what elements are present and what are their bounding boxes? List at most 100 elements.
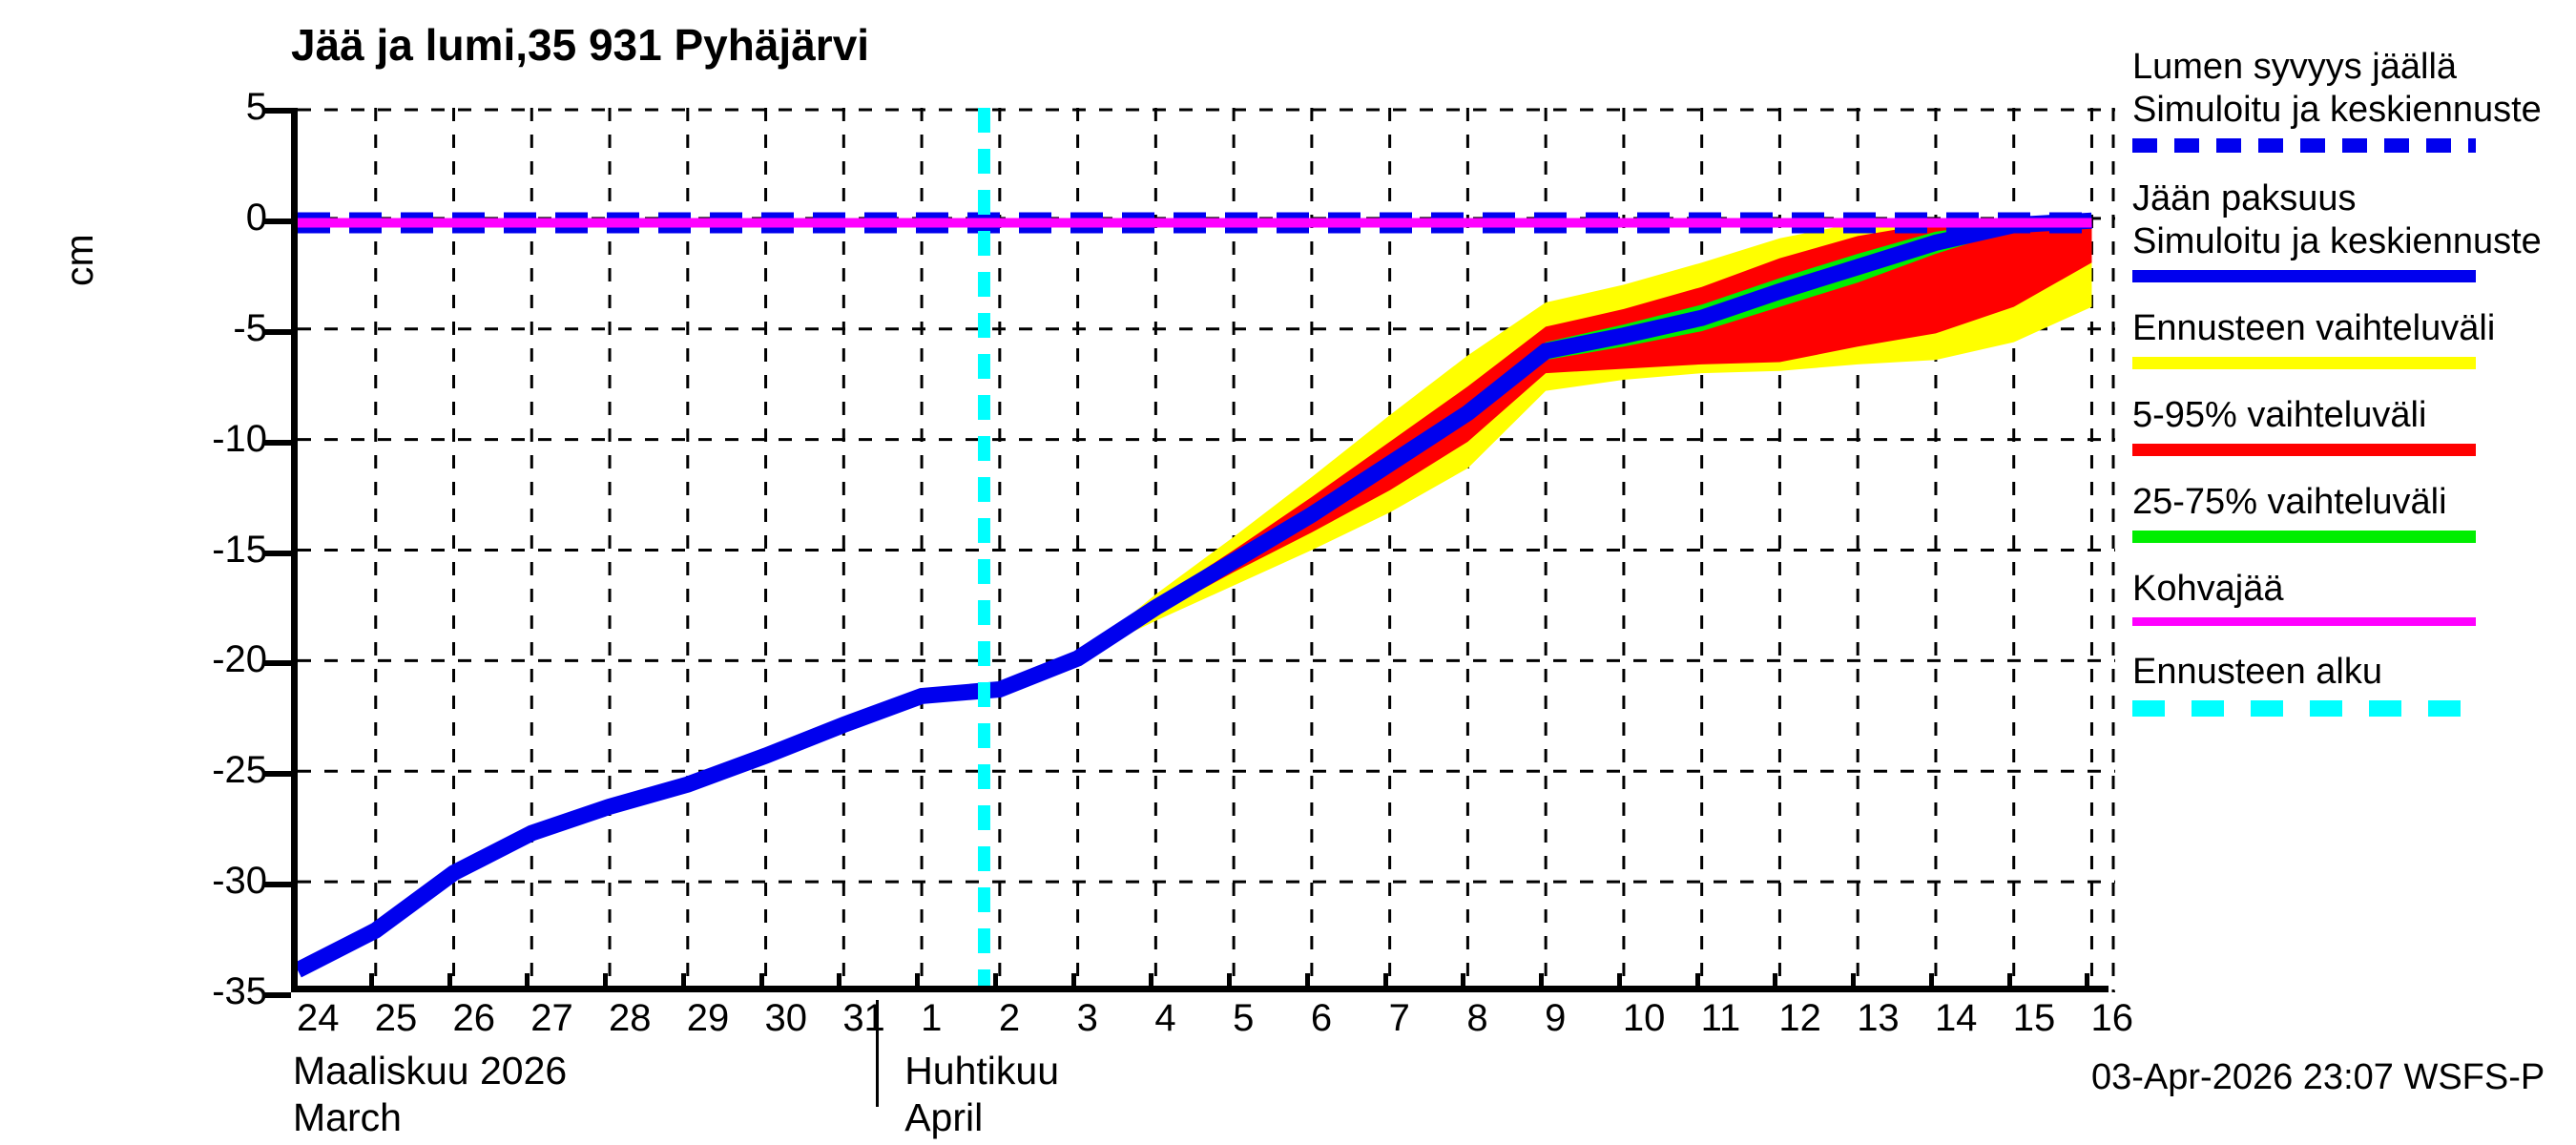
legend-item-title: Ennusteen alku	[2132, 652, 2382, 692]
legend-item-forecast-range: Ennusteen vaihteluväli	[2132, 307, 2571, 369]
x-axis-tick-mark	[2006, 973, 2012, 990]
legend-item-title: Kohvajää	[2132, 569, 2284, 609]
legend-swatch-range-25-75	[2132, 531, 2476, 543]
x-axis-tick-label: 1	[921, 997, 943, 1039]
x-axis-tick-mark	[447, 973, 452, 990]
x-axis-tick-label: 2	[998, 997, 1021, 1039]
legend-item-snow-depth-on-ice: Lumen syvyys jäällä Simuloitu ja keskienn…	[2132, 46, 2571, 153]
y-axis-tick-mark	[262, 660, 291, 667]
x-axis-tick-label: 14	[1934, 997, 1978, 1039]
x-axis-tick-label: 5	[1233, 997, 1255, 1039]
y-axis-tick-label: -30	[212, 860, 267, 903]
legend-swatch-forecast-range	[2132, 357, 2476, 369]
x-axis-tick-label: 25	[374, 997, 418, 1039]
series-group	[298, 108, 2092, 986]
x-axis-tick-label: 10	[1622, 997, 1666, 1039]
legend-item-subtitle: Simuloitu ja keskiennuste	[2132, 90, 2542, 130]
legend-item-subtitle: Simuloitu ja keskiennuste	[2132, 221, 2542, 261]
x-axis-tick-label: 29	[686, 997, 730, 1039]
chart-legend: Lumen syvyys jäällä Simuloitu ja keskienn…	[2132, 46, 2571, 741]
chart-canvas	[298, 108, 2109, 986]
x-axis-tick-mark	[291, 973, 296, 990]
legend-swatch-snow-depth-on-ice	[2132, 138, 2476, 153]
x-axis-tick-mark	[758, 973, 764, 990]
month-label-fi: Huhtikuu	[904, 1049, 1060, 1093]
legend-item-range-5-95: 5-95% vaihteluväli	[2132, 394, 2571, 456]
x-axis-tick-mark	[992, 973, 998, 990]
x-axis-tick-mark	[1304, 973, 1310, 990]
legend-item-title: Ennusteen vaihteluväli	[2132, 308, 2496, 348]
y-axis-unit: cm	[57, 234, 101, 286]
x-axis-tick-label: 26	[452, 997, 496, 1039]
month-label-en: March	[293, 1095, 402, 1139]
x-axis-tick-mark	[1539, 973, 1545, 990]
legend-item-title: 5-95% vaihteluväli	[2132, 395, 2427, 435]
plot-area	[291, 108, 2115, 992]
y-axis-tick-label: -35	[212, 970, 267, 1012]
y-axis-tick-mark	[262, 218, 291, 224]
y-axis-tick-label: -15	[212, 528, 267, 571]
legend-item-title: Jään paksuus	[2132, 178, 2357, 219]
x-axis-tick-mark	[1851, 973, 1857, 990]
x-axis-tick-mark	[1461, 973, 1466, 990]
x-axis-tick-label: 30	[764, 997, 808, 1039]
month-label-fi: Maaliskuu 2026	[293, 1049, 568, 1093]
month-separator	[876, 1000, 880, 1107]
month-label-en: April	[904, 1095, 984, 1139]
x-axis-tick-mark	[915, 973, 921, 990]
y-axis-tick-label: 0	[245, 196, 267, 239]
y-axis-tick-mark	[262, 882, 291, 888]
x-axis-tick-label: 8	[1466, 997, 1488, 1039]
y-axis-tick-mark	[262, 550, 291, 556]
x-axis-tick-mark	[603, 973, 609, 990]
y-axis-tick-label: -10	[212, 417, 267, 460]
x-axis-tick-mark	[1928, 973, 1934, 990]
x-axis-tick-label: 13	[1857, 997, 1900, 1039]
y-axis-tick-mark	[262, 771, 291, 778]
y-axis-tick-label: -25	[212, 749, 267, 792]
x-axis-tick-mark	[1149, 973, 1154, 990]
legend-swatch-forecast-start	[2132, 700, 2476, 717]
y-axis-tick-mark	[262, 439, 291, 446]
legend-swatch-slush-ice	[2132, 617, 2476, 626]
x-axis-tick-mark	[525, 973, 530, 990]
page-title: Jää ja lumi,35 931 Pyhäjärvi	[291, 20, 870, 70]
x-axis-tick-mark	[1227, 973, 1233, 990]
y-axis-tick-mark	[262, 992, 291, 998]
legend-item-ice-thickness: Jään paksuus Simuloitu ja keskiennuste	[2132, 177, 2571, 282]
x-axis-tick-label: 4	[1154, 997, 1176, 1039]
x-axis-tick-label: 12	[1778, 997, 1821, 1039]
y-axis-tick-label: -5	[233, 306, 267, 349]
x-axis-tick-label: 6	[1310, 997, 1333, 1039]
legend-swatch-ice-thickness	[2132, 270, 2476, 282]
legend-item-range-25-75: 25-75% vaihteluväli	[2132, 481, 2571, 543]
x-axis-tick-label: 7	[1388, 997, 1410, 1039]
x-axis-tick-mark	[1382, 973, 1388, 990]
x-axis-tick-label: 27	[530, 997, 573, 1039]
x-axis-tick-mark	[1070, 973, 1076, 990]
y-axis-tick-label: 5	[245, 86, 267, 128]
legend-item-title: Lumen syvyys jäällä	[2132, 47, 2458, 87]
x-axis-tick-label: 16	[2090, 997, 2133, 1039]
x-axis-tick-label: 11	[1700, 997, 1741, 1039]
x-axis-tick-label: 3	[1076, 997, 1098, 1039]
x-axis-tick-mark	[1773, 973, 1778, 990]
x-axis-tick-mark	[2085, 973, 2090, 990]
x-axis-tick-label: 24	[297, 997, 340, 1039]
y-axis-tick-label: -20	[212, 638, 267, 681]
x-axis-tick-mark	[1616, 973, 1622, 990]
legend-item-forecast-start: Ennusteen alku	[2132, 651, 2571, 717]
x-axis-tick-label: 9	[1545, 997, 1567, 1039]
legend-swatch-range-5-95	[2132, 444, 2476, 456]
x-axis-tick-mark	[837, 973, 842, 990]
x-axis-tick-mark	[1694, 973, 1700, 990]
x-axis-tick-label: 28	[609, 997, 652, 1039]
legend-item-title: 25-75% vaihteluväli	[2132, 482, 2447, 522]
y-axis-tick-mark	[262, 328, 291, 335]
x-axis-tick-label: 15	[2012, 997, 2056, 1039]
x-axis-tick-mark	[680, 973, 686, 990]
x-axis-tick-mark	[368, 973, 374, 990]
legend-item-slush-ice: Kohvajää	[2132, 568, 2571, 626]
footer-timestamp: 03-Apr-2026 23:07 WSFS-P	[2091, 1057, 2545, 1097]
